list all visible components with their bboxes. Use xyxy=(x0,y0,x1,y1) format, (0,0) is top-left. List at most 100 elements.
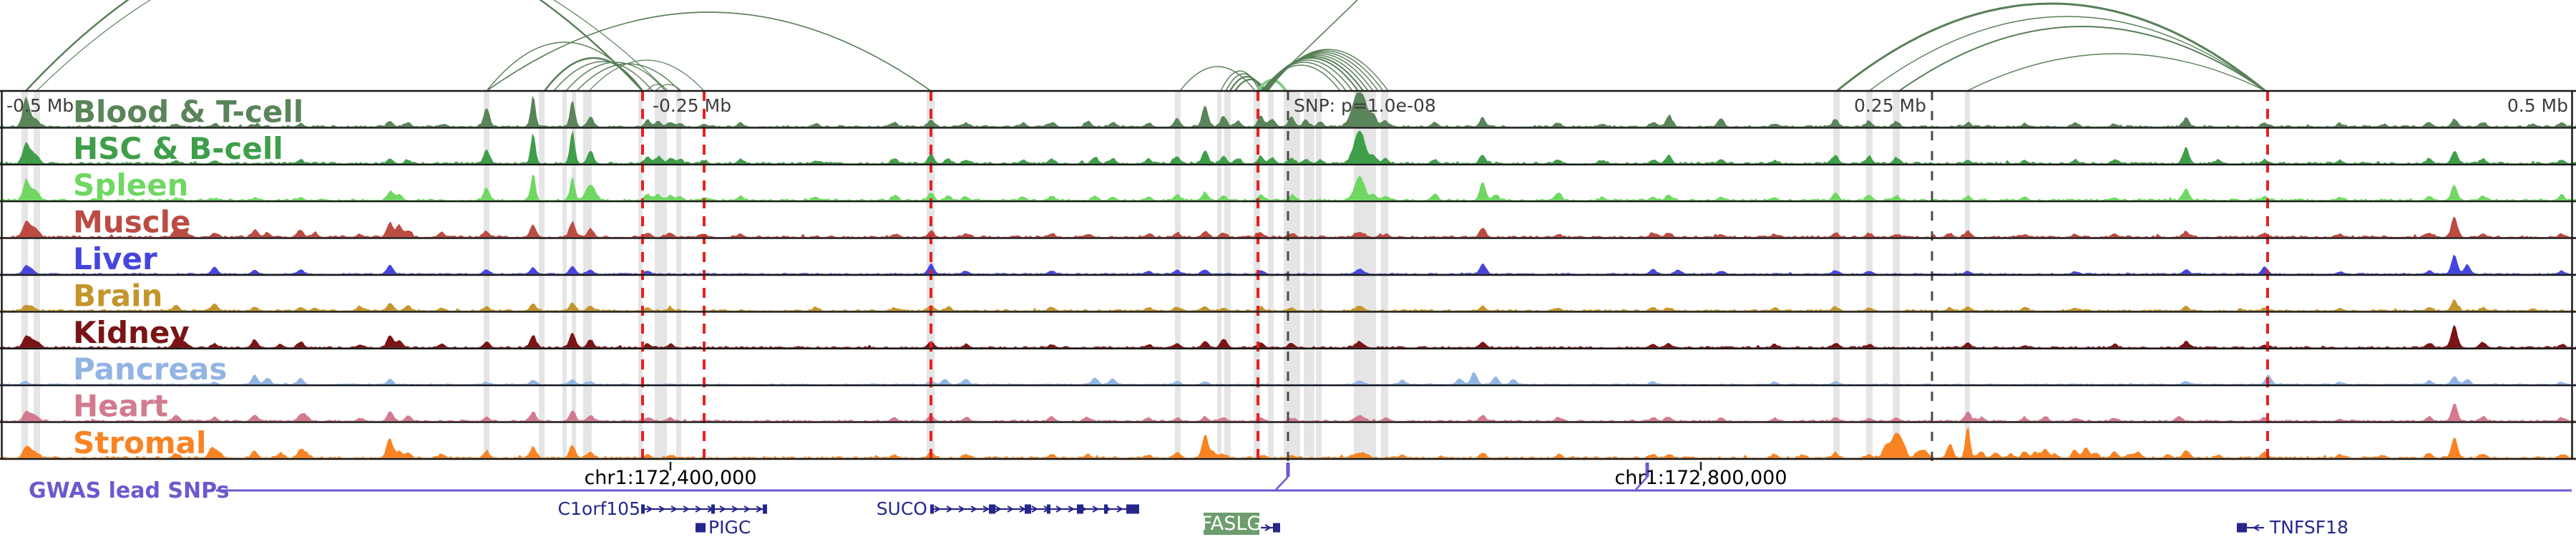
strand-arrow-icon xyxy=(731,505,739,513)
strand-arrow-icon xyxy=(670,505,678,513)
lead-snp-lines-layer xyxy=(641,91,2269,468)
strand-arrow-icon xyxy=(646,505,654,513)
gene-tnfsf18[interactable]: TNFSF18 xyxy=(2237,517,2348,537)
track-row-blood-t-cell[interactable] xyxy=(0,92,2576,127)
track-label-heart: Heart xyxy=(73,389,168,424)
ruler: -0.5 Mb -0.25 Mb SNP: p=1.0e-08 0.25 Mb 0.5 … xyxy=(6,95,2568,116)
interaction-arc xyxy=(1868,16,2266,92)
interaction-arc xyxy=(543,57,644,92)
gene-track: C1orf105 SUCO PIGC FASLG TNFSF18 xyxy=(558,498,2348,537)
gwas-label: GWAS lead SNPs xyxy=(29,478,229,503)
gene-exon xyxy=(1126,504,1139,514)
interaction-arcs-layer xyxy=(25,0,2266,92)
strand-arrow-icon xyxy=(756,505,763,513)
interaction-arc xyxy=(1836,2,2266,92)
strand-arrow-icon xyxy=(934,505,942,513)
gwas-snp-marker[interactable] xyxy=(1275,463,1290,490)
track-signal xyxy=(0,254,2576,274)
gene-suco[interactable]: SUCO xyxy=(877,498,1139,519)
strand-arrow-icon xyxy=(695,505,703,513)
interaction-arc xyxy=(1898,26,2266,92)
interaction-arc xyxy=(1179,66,1256,92)
interaction-arc xyxy=(553,61,653,92)
track-label-liver: Liver xyxy=(73,241,157,276)
interaction-arc xyxy=(1267,49,1389,92)
ruler-label: -0.25 Mb xyxy=(653,95,731,116)
gwas-snp-tick xyxy=(1645,463,1649,477)
interaction-arc xyxy=(25,0,643,92)
track-signal xyxy=(0,403,2576,422)
strand-arrow-icon xyxy=(743,505,751,513)
gene-exon xyxy=(711,504,715,514)
interaction-arc xyxy=(486,11,932,92)
strand-arrow-icon xyxy=(1068,505,1075,513)
strand-arrow-icon xyxy=(658,505,666,513)
gene-faslg[interactable]: FASLG xyxy=(1201,513,1280,535)
track-row-muscle[interactable] xyxy=(0,216,2576,238)
faslg-highlight-box xyxy=(1204,513,1259,535)
track-label-stromal: Stromal xyxy=(73,425,206,460)
gene-label: C1orf105 xyxy=(558,498,640,519)
interaction-arc xyxy=(565,62,666,92)
gene-label: SUCO xyxy=(877,498,927,519)
ruler-label: 0.25 Mb xyxy=(1854,95,1926,116)
interaction-arc xyxy=(36,0,668,92)
gwas-snp-marker[interactable] xyxy=(1635,463,1649,490)
interaction-arc xyxy=(655,84,682,92)
ruler-label: 0.5 Mb xyxy=(2507,95,2568,116)
coordinate-label: chr1:172,400,000 xyxy=(584,467,756,489)
gene-exon xyxy=(641,504,645,514)
track-label-spleen: Spleen xyxy=(73,168,189,203)
track-row-liver[interactable] xyxy=(0,254,2576,274)
gene-label: FASLG xyxy=(1201,513,1262,535)
interaction-arc xyxy=(646,84,668,92)
coordinate-label: chr1:172,800,000 xyxy=(1614,467,1787,489)
gwas-track: GWAS lead SNPs chr1:172,400,000 chr1:172,8… xyxy=(29,462,2572,503)
gene-c1orf105[interactable]: C1orf105 xyxy=(558,498,767,519)
track-label-pancreas: Pancreas xyxy=(73,352,227,387)
interaction-arc xyxy=(1220,70,1260,92)
gene-exon xyxy=(1273,523,1280,533)
interaction-arc-ray xyxy=(1262,0,1358,92)
gene-exon xyxy=(1077,504,1083,514)
gene-exon xyxy=(696,523,706,533)
ruler-label: -0.5 Mb xyxy=(6,95,74,116)
track-row-pancreas[interactable] xyxy=(0,372,2576,384)
track-label-hsc-b-cell: HSC & B-cell xyxy=(73,131,283,166)
gwas-snp-connector xyxy=(1635,476,1648,490)
gene-exon xyxy=(1025,504,1031,514)
track-signal xyxy=(0,92,2576,127)
interaction-arc xyxy=(1234,79,1267,92)
strand-arrow-icon xyxy=(2252,524,2260,531)
track-label-blood-t-cell: Blood & T-cell xyxy=(73,94,303,129)
track-signal xyxy=(0,372,2576,384)
strand-arrow-icon xyxy=(982,505,990,513)
strand-arrow-icon xyxy=(683,505,691,513)
gene-exon xyxy=(989,504,995,514)
strand-arrow-icon xyxy=(1264,524,1272,531)
gene-exon xyxy=(763,504,767,514)
track-row-kidney[interactable] xyxy=(0,324,2576,348)
gwas-snp-connector xyxy=(1275,476,1289,490)
gene-exon xyxy=(1104,504,1108,514)
track-signal xyxy=(0,299,2576,311)
track-label-kidney: Kidney xyxy=(73,315,190,350)
gene-label: TNFSF18 xyxy=(2269,517,2348,537)
strand-arrow-icon xyxy=(958,505,966,513)
track-row-brain[interactable] xyxy=(0,299,2576,311)
interaction-arc xyxy=(1225,73,1262,92)
strand-arrow-icon xyxy=(995,505,1002,513)
track-label-muscle: Muscle xyxy=(73,205,190,240)
gene-pigc[interactable]: PIGC xyxy=(696,517,751,537)
strand-arrow-icon xyxy=(1007,505,1015,513)
strand-arrow-icon xyxy=(946,505,954,513)
track-label-brain: Brain xyxy=(73,278,162,313)
strand-arrow-icon xyxy=(1055,505,1063,513)
interaction-arc xyxy=(576,63,680,92)
track-signal xyxy=(0,216,2576,238)
strand-arrow-icon xyxy=(719,505,727,513)
track-row-heart[interactable] xyxy=(0,403,2576,422)
track-row-stromal[interactable] xyxy=(0,427,2576,458)
